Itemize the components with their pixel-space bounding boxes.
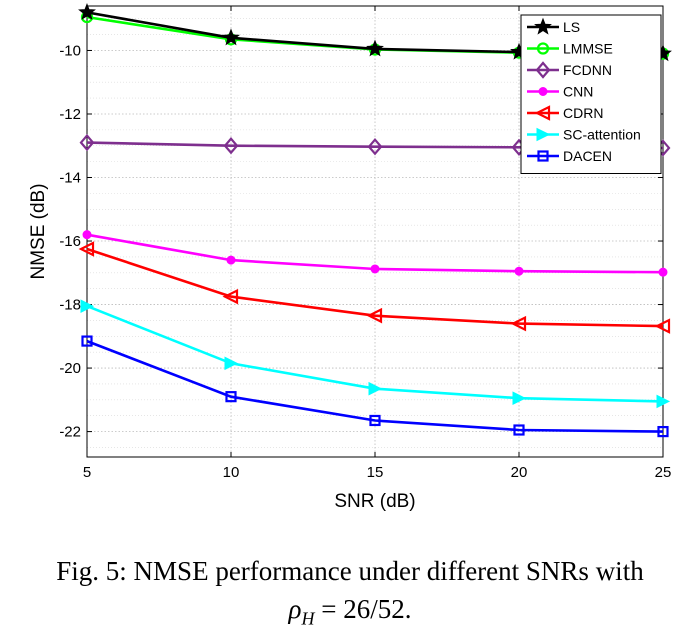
data-point-sc-attention (224, 356, 239, 371)
data-point-dacen (369, 414, 381, 427)
figure-caption-line1: Fig. 5: NMSE performance under different… (56, 556, 644, 586)
rho-subscript: H (301, 608, 315, 629)
data-point-cnn (226, 255, 236, 265)
legend-label-fcdnn: FCDNN (563, 62, 612, 78)
legend-marker-fcdnn (535, 61, 551, 79)
legend-label-cdrn: CDRN (563, 105, 603, 121)
legend-marker-sc-attention (536, 127, 551, 142)
data-point-dacen (657, 425, 669, 438)
y-tick-label: -20 (59, 360, 81, 377)
legend-label-dacen: DACEN (563, 148, 612, 164)
legend-marker-cdrn (534, 105, 551, 121)
x-axis-title: SNR (dB) (334, 491, 415, 512)
data-point-cdrn (78, 241, 95, 257)
data-point-dacen (225, 391, 237, 403)
legend-label-lmmse: LMMSE (563, 41, 613, 57)
data-point-sc-attention (512, 391, 527, 406)
data-point-cnn (658, 267, 668, 277)
data-point-dacen (513, 424, 525, 436)
x-tick-label: 5 (83, 464, 91, 481)
data-point-cnn (370, 264, 380, 274)
legend-label-cnn: CNN (563, 84, 593, 100)
legend-marker-ls (534, 17, 552, 35)
y-tick-label: -16 (59, 233, 81, 250)
legend-label-ls: LS (563, 19, 580, 35)
y-axis-title: NMSE (dB) (28, 183, 49, 279)
data-point-cdrn (222, 288, 239, 305)
legend-marker-lmmse (536, 42, 550, 55)
x-tick-label: 10 (223, 464, 240, 481)
data-point-cdrn (366, 307, 383, 324)
data-point-fcdnn (223, 137, 239, 155)
series-line-cdrn (86, 247, 664, 328)
caption-ratio: = 26/52. (314, 594, 412, 624)
series-line-dacen (86, 339, 664, 433)
y-tick-label: -22 (59, 424, 81, 441)
data-point-cnn (82, 230, 92, 240)
nmse-chart: 5 10 15 20 25 -10 -12 -14 -16 -18 -20 -22 SNR (dB) NM… (28, 3, 672, 512)
data-point-sc-attention (656, 394, 671, 409)
data-point-ls (366, 39, 384, 57)
x-tick-label: 20 (511, 464, 528, 481)
figure-caption-line2: ρH = 26/52. (0, 594, 700, 629)
rho-symbol: ρ (288, 594, 302, 624)
x-tick-label: 25 (655, 464, 672, 481)
legend-label-sc-attention: SC-attention (563, 127, 641, 143)
legend-marker-cnn (538, 87, 548, 96)
data-point-fcdnn (79, 133, 95, 152)
data-point-fcdnn (367, 138, 383, 156)
data-point-ls (222, 28, 240, 46)
data-point-sc-attention (368, 381, 383, 396)
data-point-ls (78, 3, 96, 20)
data-point-sc-attention (80, 299, 95, 313)
data-point-cnn (514, 266, 524, 276)
y-tick-label: -14 (59, 170, 81, 187)
y-tick-label: -10 (59, 42, 81, 59)
data-point-dacen (81, 335, 93, 347)
legend-marker-dacen (537, 150, 549, 162)
x-tick-label: 15 (367, 464, 384, 481)
data-point-cdrn (510, 315, 527, 332)
y-tick-label: -18 (59, 297, 81, 314)
y-tick-label: -12 (59, 106, 81, 123)
data-point-cdrn (654, 318, 671, 334)
